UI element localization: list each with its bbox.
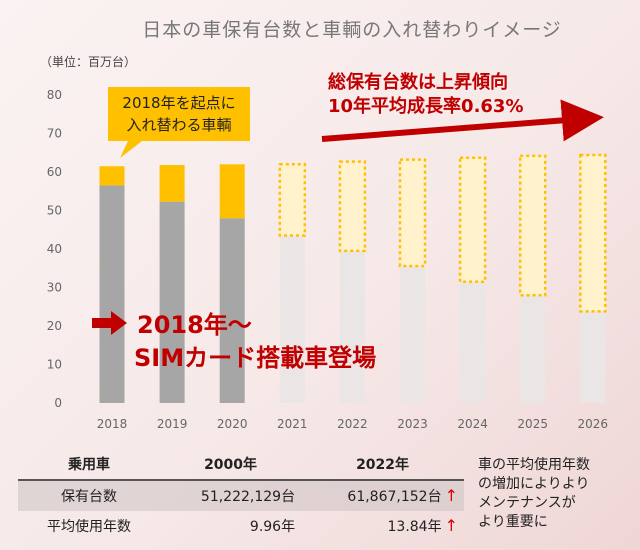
x-axis: 2018 2019 2020 2021 2022 2023 2024 2025 2026 bbox=[97, 417, 608, 431]
trend-arrow bbox=[321, 99, 604, 142]
x-tick-label: 2023 bbox=[397, 417, 428, 431]
table-row: 保有台数 51,222,129台 61,867,152台 ↑ bbox=[18, 480, 464, 511]
x-tick-label: 2025 bbox=[517, 417, 548, 431]
bar-new-2020 bbox=[219, 164, 245, 219]
table-row: 平均使用年数 9.96年 13.84年 ↑ bbox=[18, 511, 464, 541]
row-label: 平均使用年数 bbox=[47, 519, 131, 535]
y-tick-label: 10 bbox=[47, 358, 62, 372]
sim-arrow-icon bbox=[92, 311, 127, 335]
table-header: 2022年 bbox=[301, 449, 464, 481]
trend-note-line-2: 10年平均成長率0.63% bbox=[328, 95, 524, 117]
side-note: 車の平均使用年数 の増加によりより メンテナンスが より重要に bbox=[478, 456, 638, 532]
bar-existing-2024 bbox=[460, 281, 486, 403]
side-note-line: メンテナンスが bbox=[478, 495, 576, 511]
callout-line-2: 入れ替わる車輌 bbox=[126, 116, 231, 134]
bar-existing-2021 bbox=[279, 235, 305, 403]
x-tick-label: 2024 bbox=[457, 417, 488, 431]
x-tick-label: 2020 bbox=[217, 417, 248, 431]
bar-existing-2025 bbox=[520, 295, 546, 403]
x-tick-label: 2018 bbox=[97, 417, 128, 431]
sim-note-line-1: 2018年～ bbox=[137, 311, 252, 339]
cell-2022: 61,867,152台 ↑ bbox=[301, 480, 464, 511]
x-tick-label: 2019 bbox=[157, 417, 188, 431]
bar-existing-2020 bbox=[219, 218, 245, 403]
bar-new-2023 bbox=[398, 158, 427, 268]
side-note-line: の増加によりより bbox=[478, 476, 590, 492]
bar-existing-2019 bbox=[159, 201, 185, 403]
bar-new-2022 bbox=[338, 160, 367, 253]
y-tick-label: 70 bbox=[47, 127, 62, 141]
up-arrow-icon: ↑ bbox=[444, 486, 458, 505]
comparison-table: 乗用車 2000年 2022年 保有台数 51,222,129台 61,867,… bbox=[18, 449, 464, 541]
callout-line-1: 2018年を起点に bbox=[122, 94, 235, 112]
chart: 日本の車保有台数と車輌の入れ替わりイメージ （単位：百万台） 0 10 20 30 40… bbox=[40, 19, 608, 431]
sim-note-line-2: SIMカード搭載車登場 bbox=[134, 344, 376, 372]
x-tick-label: 2021 bbox=[277, 417, 308, 431]
bars bbox=[99, 153, 607, 403]
table-header-row: 乗用車 2000年 2022年 bbox=[18, 449, 464, 481]
cell-2000: 9.96年 bbox=[249, 519, 296, 535]
row-label: 保有台数 bbox=[18, 480, 160, 511]
x-tick-label: 2022 bbox=[337, 417, 368, 431]
bar-existing-2018 bbox=[99, 185, 125, 403]
cell-2022-value: 13.84年 bbox=[387, 519, 442, 535]
bar-new-2025 bbox=[518, 154, 547, 297]
bar-existing-2023 bbox=[400, 265, 425, 403]
bar-new-2026 bbox=[579, 153, 607, 313]
table-header: 2000年 bbox=[160, 449, 302, 481]
y-tick-label: 80 bbox=[47, 88, 62, 102]
trend-note-line-1: 総保有台数は上昇傾向 bbox=[328, 71, 508, 93]
chart-title: 日本の車保有台数と車輌の入れ替わりイメージ bbox=[142, 19, 562, 41]
bar-new-2018 bbox=[99, 166, 125, 186]
cell-2000: 51,222,129台 bbox=[160, 480, 302, 511]
side-note-line: 車の平均使用年数 bbox=[478, 457, 590, 473]
y-tick-label: 50 bbox=[47, 204, 62, 218]
x-tick-label: 2026 bbox=[578, 417, 609, 431]
callout-bubble: 2018年を起点に 入れ替わる車輌 bbox=[108, 87, 250, 158]
y-tick-label: 30 bbox=[47, 281, 62, 295]
bar-existing-2022 bbox=[339, 250, 365, 403]
cell-2022: 13.84年 ↑ bbox=[301, 511, 464, 541]
table-header: 乗用車 bbox=[18, 449, 160, 481]
up-arrow-icon: ↑ bbox=[444, 516, 458, 535]
side-note-line: より重要に bbox=[478, 514, 548, 530]
y-tick-label: 60 bbox=[47, 165, 62, 179]
y-axis: 0 10 20 30 40 50 60 70 80 bbox=[47, 88, 62, 410]
cell-2022-value: 61,867,152台 bbox=[347, 489, 442, 505]
bar-existing-2026 bbox=[580, 311, 606, 403]
bar-new-2024 bbox=[458, 156, 487, 283]
bar-new-2021 bbox=[278, 163, 307, 237]
bar-new-2019 bbox=[159, 165, 185, 202]
y-tick-label: 20 bbox=[47, 319, 62, 333]
chart-unit: （単位：百万台） bbox=[40, 54, 136, 69]
y-tick-label: 40 bbox=[47, 242, 62, 256]
y-tick-label: 0 bbox=[54, 396, 62, 410]
